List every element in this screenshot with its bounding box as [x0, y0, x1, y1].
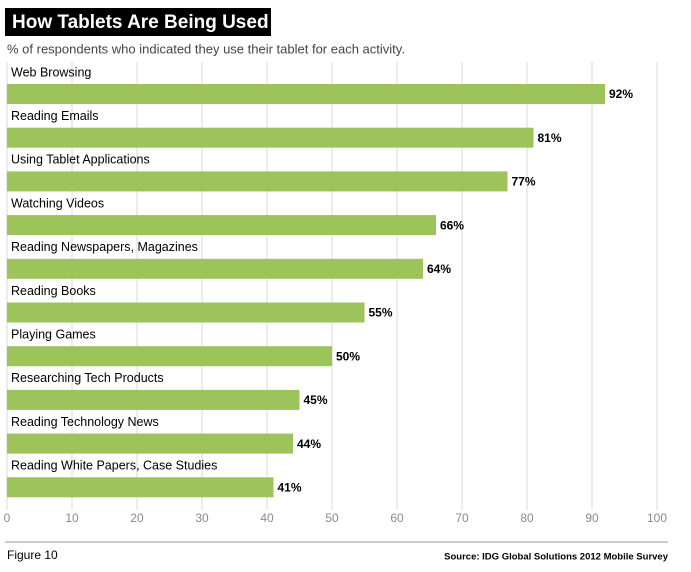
category-label: Researching Tech Products: [11, 371, 164, 385]
x-tick-label: 60: [390, 511, 404, 525]
x-tick-label: 40: [260, 511, 274, 525]
source-note: Source: IDG Global Solutions 2012 Mobile…: [444, 552, 669, 563]
value-label: 92%: [609, 87, 633, 101]
x-tick-label: 20: [130, 511, 144, 525]
value-label: 66%: [440, 218, 464, 232]
value-label: 77%: [512, 175, 536, 189]
x-tick-label: 0: [4, 511, 11, 525]
x-tick-label: 100: [647, 511, 667, 525]
category-label: Watching Videos: [11, 196, 104, 210]
category-label: Playing Games: [11, 327, 96, 341]
x-tick-label: 30: [195, 511, 209, 525]
category-label: Reading Technology News: [11, 415, 159, 429]
category-label: Reading Newspapers, Magazines: [11, 240, 198, 254]
bar: [7, 477, 274, 498]
bar: [7, 433, 293, 454]
bar: [7, 258, 423, 279]
chart-subtitle: % of respondents who indicated they use …: [7, 41, 405, 56]
value-label: 41%: [278, 480, 302, 494]
bar: [7, 215, 436, 236]
category-label: Using Tablet Applications: [11, 153, 150, 167]
category-label: Reading Emails: [11, 109, 99, 123]
bar: [7, 346, 332, 367]
chart-title: How Tablets Are Being Used: [12, 12, 269, 33]
value-label: 44%: [297, 437, 321, 451]
bar: [7, 171, 508, 192]
bar: [7, 389, 300, 410]
category-label: Reading White Papers, Case Studies: [11, 459, 217, 473]
title-box: [5, 8, 271, 36]
value-label: 64%: [427, 262, 451, 276]
value-label: 45%: [304, 393, 328, 407]
value-label: 55%: [369, 306, 393, 320]
x-tick-label: 80: [520, 511, 534, 525]
bar: [7, 302, 365, 323]
value-label: 81%: [538, 131, 562, 145]
x-tick-label: 90: [585, 511, 599, 525]
x-tick-label: 50: [325, 511, 339, 525]
figure-label: Figure 10: [7, 548, 58, 562]
bar: [7, 127, 534, 148]
value-label: 50%: [336, 349, 360, 363]
x-tick-label: 70: [455, 511, 469, 525]
bar: [7, 84, 605, 104]
category-label: Web Browsing: [11, 65, 91, 79]
category-label: Reading Books: [11, 284, 96, 298]
x-tick-label: 10: [65, 511, 79, 525]
